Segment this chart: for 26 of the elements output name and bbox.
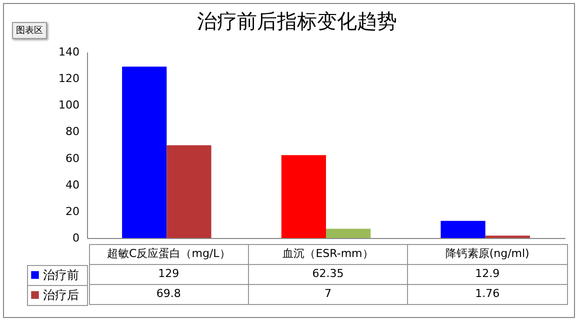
x-tick-label: 超敏C反应蛋白（mg/L） (107, 247, 230, 260)
y-tick-label: 140 (58, 46, 80, 58)
data-label: 1.76 (475, 287, 500, 300)
chart-title: 治疗前后指标变化趋势 (197, 9, 397, 33)
x-tick-label: 降钙素原(ng/ml) (445, 247, 530, 260)
legend-label: 治疗后 (43, 288, 79, 302)
data-label: 69.8 (156, 287, 181, 300)
y-tick-label: 20 (66, 204, 80, 218)
data-label: 7 (324, 287, 332, 300)
y-tick-label: 100 (58, 98, 80, 112)
chart-area-tag: 图表区 (12, 22, 47, 39)
bar (281, 155, 326, 238)
y-tick-label: 0 (72, 232, 80, 244)
bar (166, 145, 212, 238)
y-tick-label: 60 (66, 152, 80, 165)
bar (440, 220, 486, 238)
x-tick-label: 血沉（ESR-mm） (282, 247, 374, 260)
legend-label: 治疗前 (43, 268, 79, 282)
data-label: 12.9 (475, 267, 500, 280)
data-label: 129 (158, 267, 180, 280)
y-tick-label: 80 (66, 125, 80, 138)
bar (122, 66, 167, 238)
y-tick-label: 120 (58, 72, 80, 86)
bar (326, 228, 371, 238)
data-label: 62.35 (312, 267, 344, 280)
y-tick-label: 40 (66, 178, 80, 192)
